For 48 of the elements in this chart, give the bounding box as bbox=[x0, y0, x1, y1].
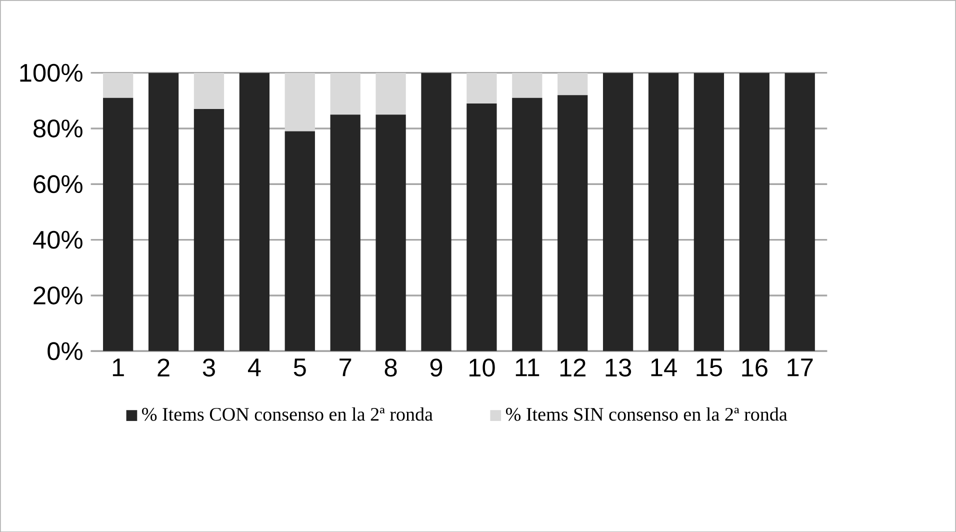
bar bbox=[330, 72, 360, 114]
bar bbox=[421, 72, 452, 351]
x-tick-label: 3 bbox=[202, 358, 215, 376]
x-tick-label: 13 bbox=[606, 358, 632, 376]
y-tick-label: 100% bbox=[20, 64, 82, 82]
bar bbox=[694, 72, 724, 351]
y-tick-label: 60% bbox=[34, 174, 82, 193]
bar bbox=[284, 131, 315, 351]
x-tick-label: 8 bbox=[384, 358, 397, 376]
bar bbox=[558, 72, 588, 95]
legend-label: % Items SIN consenso en la 2ª ronda bbox=[506, 407, 788, 421]
bar bbox=[648, 72, 679, 351]
bar bbox=[512, 72, 542, 98]
bar bbox=[103, 72, 134, 98]
bar bbox=[466, 72, 497, 104]
bar bbox=[376, 72, 406, 114]
y-tick-label: 0% bbox=[48, 342, 82, 360]
x-tick-label: 5 bbox=[294, 358, 306, 376]
bar bbox=[739, 72, 770, 351]
bar bbox=[103, 98, 134, 351]
bar bbox=[602, 72, 634, 351]
bar bbox=[330, 114, 360, 351]
y-tick-label: 20% bbox=[34, 286, 82, 304]
y-tick-label: 80% bbox=[34, 119, 82, 138]
x-tick-label: 9 bbox=[430, 358, 442, 376]
x-tick-label: 12 bbox=[560, 358, 586, 376]
x-tick-label: 11 bbox=[516, 358, 540, 376]
bar bbox=[466, 103, 497, 351]
x-tick-label: 4 bbox=[248, 358, 261, 376]
bar bbox=[784, 72, 815, 351]
bar bbox=[239, 72, 270, 351]
bar bbox=[194, 108, 224, 351]
bar bbox=[512, 98, 542, 351]
x-tick-label: 7 bbox=[340, 358, 352, 376]
x-tick-label: 15 bbox=[696, 358, 722, 376]
legend-label: % Items CON consenso en la 2ª ronda bbox=[142, 407, 433, 421]
x-tick-label: 16 bbox=[742, 358, 768, 376]
y-tick-label: 40% bbox=[33, 230, 82, 249]
x-tick-label: 10 bbox=[469, 358, 495, 376]
bar bbox=[148, 72, 179, 351]
x-tick-label: 14 bbox=[651, 358, 677, 376]
x-tick-label: 1 bbox=[112, 358, 124, 376]
bar bbox=[376, 114, 406, 351]
bar bbox=[558, 94, 588, 351]
x-tick-label: 2 bbox=[158, 358, 170, 376]
x-tick-label: 17 bbox=[788, 358, 813, 376]
bar bbox=[284, 72, 315, 132]
bar bbox=[194, 72, 224, 109]
